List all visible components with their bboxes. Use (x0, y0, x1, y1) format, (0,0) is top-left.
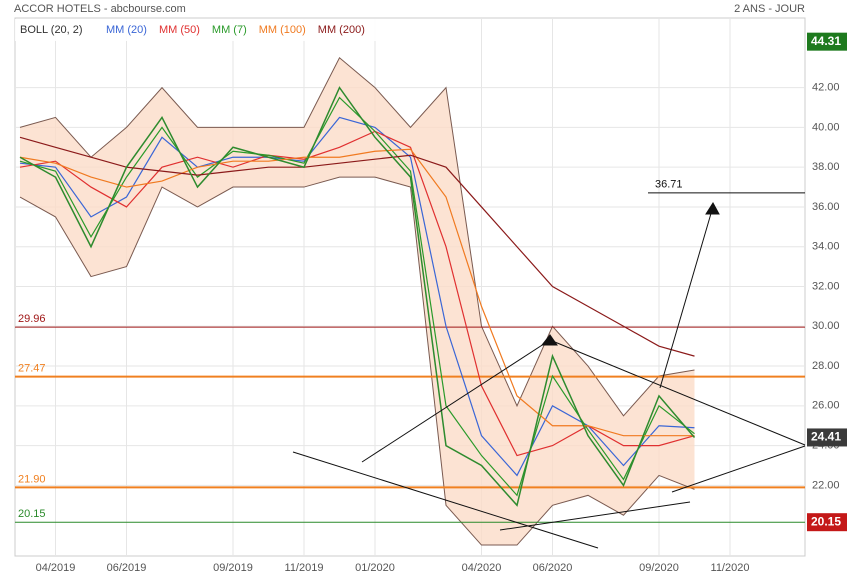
level-label: 20.15 (18, 508, 46, 520)
chart-content: 22.0024.0026.0028.0030.0032.0034.0036.00… (15, 18, 847, 574)
price-marker-label: 44.31 (811, 34, 841, 48)
x-tick-label: 09/2019 (213, 562, 253, 574)
band-line (19, 176, 695, 546)
x-tick-label: 04/2020 (462, 562, 502, 574)
moving-average (19, 130, 695, 457)
y-tick-label: 42.00 (812, 82, 840, 94)
trend-line (361, 339, 551, 463)
x-tick-label: 06/2020 (533, 562, 573, 574)
y-tick-label: 32.00 (812, 280, 840, 292)
y-tick-label: 26.00 (812, 400, 840, 412)
legend-entry: MM (20) (106, 24, 147, 36)
arrow-head (540, 334, 558, 346)
band-fill (20, 57, 695, 546)
level-label: 21.90 (18, 473, 46, 485)
price-marker-label: 24.41 (811, 430, 841, 444)
x-tick-label: 11/2020 (711, 562, 750, 574)
y-tick-label: 38.00 (812, 161, 840, 173)
legend-entry: BOLL (20, 2) (20, 24, 83, 36)
x-tick-label: 09/2020 (639, 562, 679, 574)
y-tick-label: 30.00 (812, 320, 840, 332)
trend-line (659, 209, 713, 389)
target-label: 36.71 (655, 179, 683, 191)
x-tick-label: 04/2019 (36, 562, 76, 574)
trend-lines (292, 202, 806, 549)
y-tick-label: 34.00 (812, 241, 840, 253)
y-tick-label: 28.00 (812, 360, 840, 372)
legend-box (15, 19, 400, 41)
trend-line (671, 445, 806, 493)
moving-average (19, 136, 695, 357)
trend-line (499, 501, 691, 531)
price-marker-label: 20.15 (811, 514, 841, 528)
price-marker (807, 32, 847, 51)
price-marker (807, 513, 847, 532)
x-tick-label: 01/2020 (355, 562, 395, 574)
x-tick-label: 06/2019 (107, 562, 147, 574)
legend-entry: MM (50) (159, 24, 200, 36)
x-tick-label: 11/2019 (285, 562, 324, 574)
level-label: 27.47 (18, 363, 46, 375)
y-tick-label: 22.00 (812, 479, 840, 491)
level-label: 29.96 (18, 313, 46, 325)
period-label: 2 ANS - JOUR (734, 3, 805, 15)
chart-title: ACCOR HOTELS - abcbourse.com (14, 3, 186, 15)
arrow-head (705, 202, 720, 215)
trend-line (292, 451, 599, 549)
y-tick-label: 36.00 (812, 201, 840, 213)
price-line (19, 86, 696, 507)
legend-entry: MM (200) (318, 24, 365, 36)
band-line (19, 56, 695, 417)
y-tick-label: 40.00 (812, 121, 840, 133)
price-marker (807, 428, 847, 447)
legend-entry: MM (100) (259, 24, 306, 36)
moving-average (19, 148, 695, 437)
trend-line (549, 339, 806, 446)
legend-entry: MM (7) (212, 24, 247, 36)
